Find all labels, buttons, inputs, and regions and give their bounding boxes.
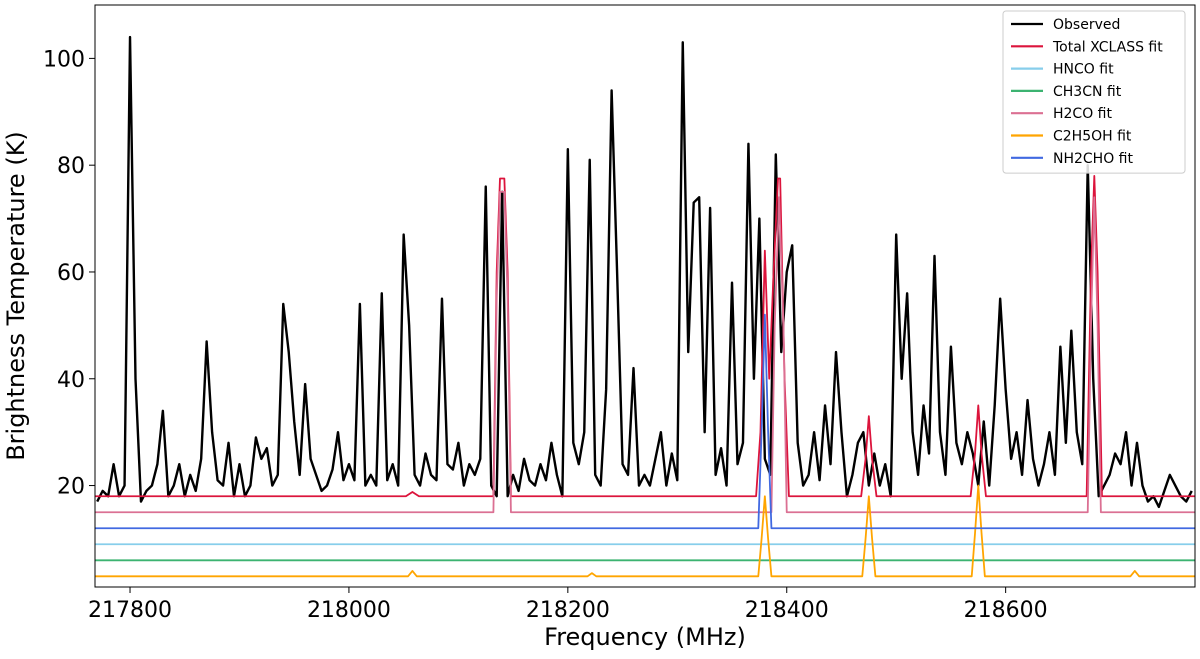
legend-label: C2H5OH fit	[1053, 129, 1132, 145]
legend-label: Total XCLASS fit	[1052, 39, 1163, 55]
y-tick-label: 80	[57, 154, 85, 179]
x-tick-label: 218600	[964, 598, 1048, 623]
plot-lines	[95, 35, 1195, 578]
x-tick-label: 218200	[526, 598, 610, 623]
x-tick-label: 217800	[88, 598, 172, 623]
x-tick-label: 218000	[307, 598, 391, 623]
legend-label: CH3CN fit	[1053, 84, 1122, 100]
series-line	[96, 35, 1193, 509]
plot-frame	[94, 4, 1196, 588]
series-line	[95, 484, 1195, 578]
y-tick-label: 100	[43, 47, 85, 72]
series-line	[95, 190, 1195, 514]
y-tick-label: 20	[57, 475, 85, 500]
y-axis-label: Brightness Temperature (K)	[2, 131, 30, 461]
y-tick-label: 40	[57, 368, 85, 393]
legend-label: NH2CHO fit	[1053, 151, 1133, 167]
x-tick-label: 218400	[745, 598, 829, 623]
y-tick-label: 60	[57, 261, 85, 286]
legend-label: HNCO fit	[1053, 62, 1114, 78]
legend: Observed Total XCLASS fit HNCO fit CH3CN fi…	[1002, 10, 1186, 174]
legend-box	[1002, 10, 1186, 174]
x-axis-label: Frequency (MHz)	[544, 623, 746, 651]
legend-label: Observed	[1053, 17, 1120, 33]
legend-label: H2CO fit	[1053, 106, 1112, 122]
axes: 217800 218000 218200 218400 218600 20 40 60 80 10…	[43, 4, 1196, 623]
series-line	[95, 313, 1195, 530]
